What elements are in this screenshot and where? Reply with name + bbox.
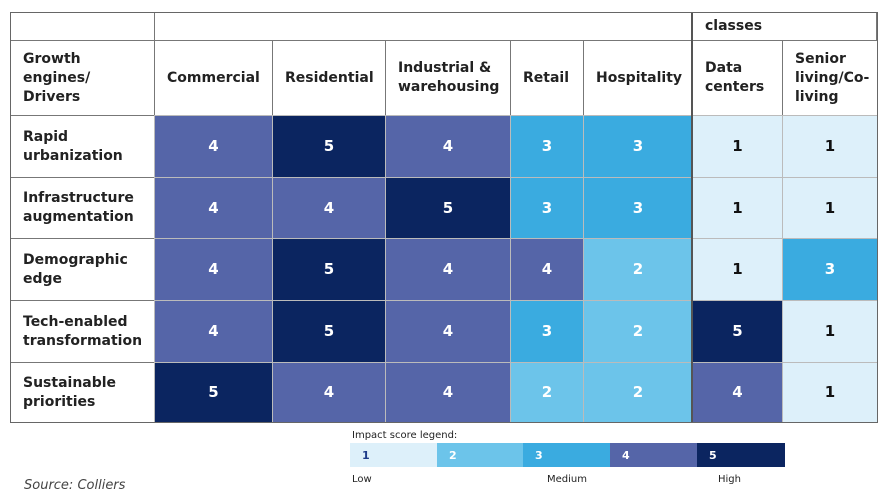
column-header: Senior living/Co-living <box>782 40 878 116</box>
score-cell: 5 <box>692 300 783 363</box>
score-cell: 3 <box>583 115 693 178</box>
score-cell: 2 <box>583 300 693 363</box>
score-cell: 1 <box>692 115 783 178</box>
legend-high: High <box>718 474 741 485</box>
legend-medium: Medium <box>547 474 587 485</box>
score-cell: 4 <box>272 362 386 423</box>
score-cell: 4 <box>385 238 511 301</box>
table-border <box>10 12 878 423</box>
score-cell: 2 <box>510 362 584 423</box>
score-cell: 4 <box>272 177 386 239</box>
source: Source: Colliers <box>24 478 126 493</box>
score-cell: 2 <box>583 362 693 423</box>
score-cell: 4 <box>510 238 584 301</box>
score-cell: 3 <box>510 177 584 239</box>
legend-swatch: 3 <box>523 443 610 467</box>
legend-swatch: 1 <box>350 443 437 467</box>
score-cell: 3 <box>782 238 878 301</box>
legend-title: Impact score legend: <box>352 430 458 441</box>
score-cell: 3 <box>583 177 693 239</box>
score-cell: 1 <box>782 362 878 423</box>
score-cell: 5 <box>272 115 386 178</box>
score-cell: 4 <box>385 362 511 423</box>
legend-low: Low <box>352 474 372 485</box>
divider <box>691 12 693 423</box>
score-cell: 4 <box>154 115 273 178</box>
score-cell: 4 <box>154 300 273 363</box>
score-cell: 3 <box>510 115 584 178</box>
legend-swatch: 4 <box>610 443 697 467</box>
score-cell: 1 <box>782 300 878 363</box>
score-cell: 5 <box>272 238 386 301</box>
column-header: Industrial & warehousing <box>385 40 511 116</box>
score-cell: 4 <box>154 177 273 239</box>
legend-swatch: 2 <box>437 443 523 467</box>
score-cell: 1 <box>782 115 878 178</box>
legend-swatch: 5 <box>697 443 785 467</box>
score-cell: 2 <box>583 238 693 301</box>
